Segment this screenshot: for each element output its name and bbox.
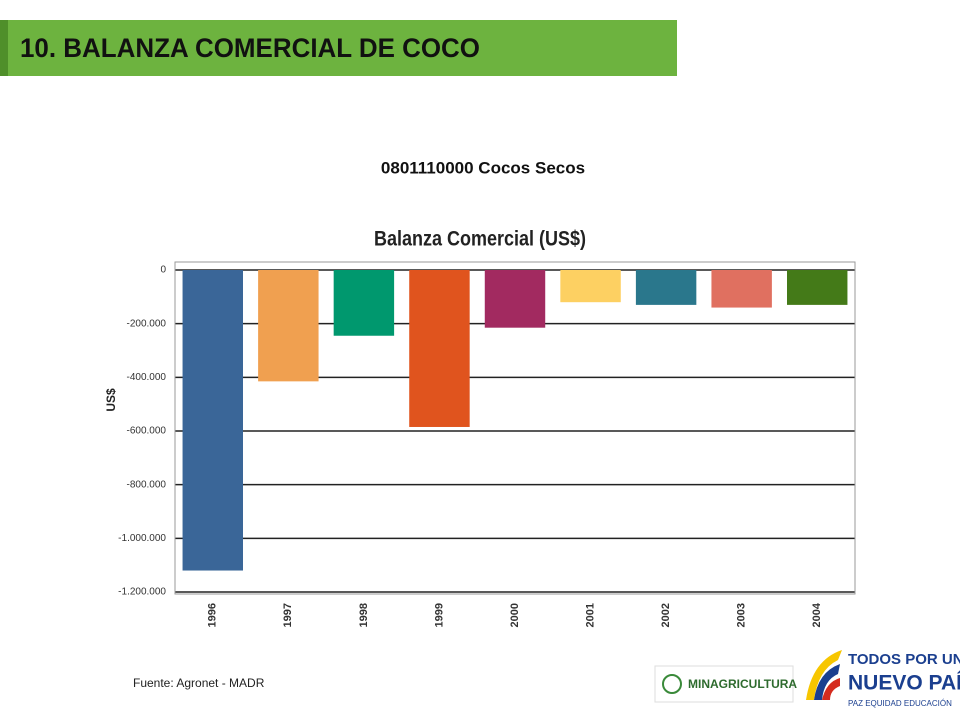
plot: 0 -200.000 -400.000 -600.000 -800.000 -1.000.… <box>118 265 855 627</box>
plot-frame <box>174 261 856 595</box>
source: Fuente: Agronet - MADR <box>133 676 265 690</box>
header-accent <box>0 20 8 76</box>
bar <box>711 270 772 308</box>
x-tick-label: 2004 <box>811 602 823 627</box>
x-tick-label: 2000 <box>509 603 521 627</box>
bar <box>635 270 697 305</box>
x-tick-label: 2001 <box>584 603 596 627</box>
x-tick-label: 1996 <box>207 603 219 627</box>
y-tick-label: -400.000 <box>127 372 167 383</box>
x-tick-label: 1997 <box>282 603 294 627</box>
logo2-line3: PAZ EQUIDAD EDUCACIÓN <box>848 699 952 708</box>
bar <box>560 270 621 303</box>
x-tick-label: 2002 <box>660 603 672 627</box>
logo2-line1: TODOS POR UN <box>848 651 960 668</box>
logo2-flag-red <box>822 678 840 700</box>
header-bar <box>0 20 677 76</box>
x-tick-label: 1998 <box>358 603 370 627</box>
logo1-icon <box>662 674 682 694</box>
logo2-flag-blue <box>814 664 840 700</box>
y-tick-label: -1.000.000 <box>118 533 166 544</box>
subtitle: 0801110000 Cocos Secos <box>381 158 585 177</box>
bar <box>787 270 848 305</box>
bar <box>484 270 546 328</box>
bar <box>182 270 243 571</box>
bar <box>258 270 319 382</box>
y-axis-label: US$ <box>104 388 118 412</box>
chart-title: Balanza Comercial (US$) <box>374 228 586 251</box>
bar <box>409 270 470 427</box>
y-tick-label: -600.000 <box>127 426 167 437</box>
logo1-text: MINAGRICULTURA <box>688 677 797 691</box>
x-tick-label: 2003 <box>736 603 748 627</box>
slide-title: 10. BALANZA COMERCIAL DE COCO <box>20 33 480 63</box>
bar <box>333 270 395 336</box>
logo2-line2: NUEVO PAÍS <box>848 672 960 695</box>
y-tick-label: -1.200.000 <box>118 587 166 598</box>
y-tick-label: 0 <box>160 265 166 276</box>
x-tick-label: 1999 <box>433 603 445 627</box>
logo2-flag-yellow <box>806 650 842 700</box>
y-tick-label: -800.000 <box>127 479 167 490</box>
y-tick-label: -200.000 <box>127 318 167 329</box>
